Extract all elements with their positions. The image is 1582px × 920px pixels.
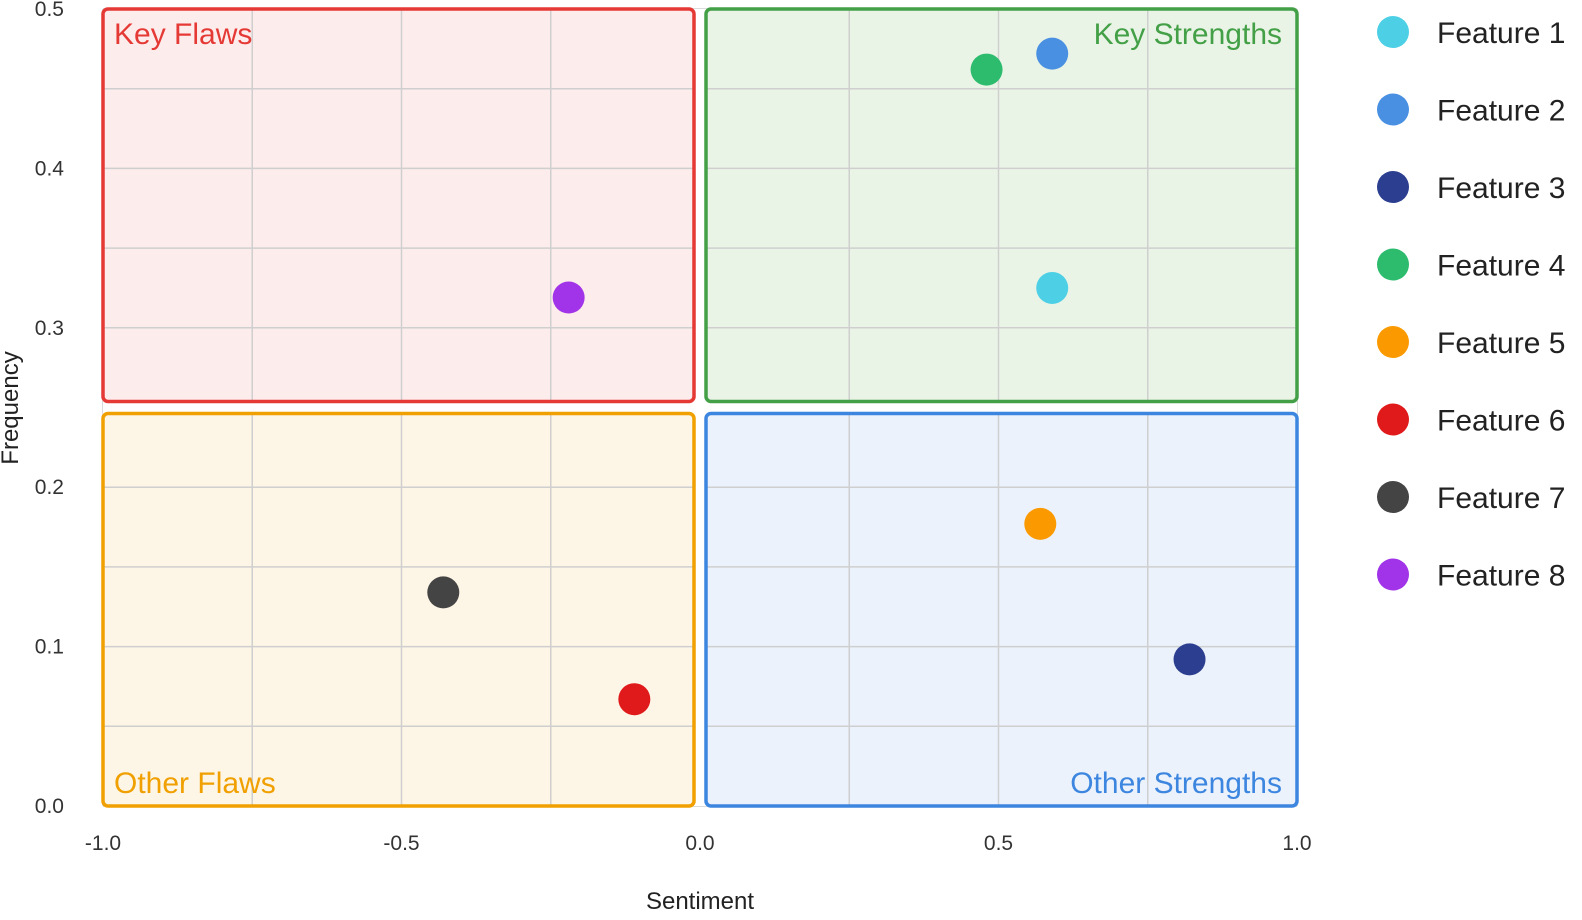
legend-label: Feature 3 (1437, 172, 1565, 205)
quadrant-border (704, 411, 1299, 808)
y-tick-label: 0.3 (35, 317, 64, 340)
x-tick-label: 0.0 (685, 832, 714, 855)
data-point (427, 576, 460, 609)
x-tick-label: -0.5 (383, 832, 419, 855)
legend-marker (1377, 403, 1409, 436)
quadrant-label: Other Strengths (1070, 767, 1282, 800)
legend-marker (1377, 558, 1409, 591)
y-tick-label: 0.4 (35, 157, 65, 180)
y-tick-label: 0.5 (35, 0, 64, 21)
legend-label: Feature 8 (1437, 560, 1565, 593)
quadrant-borders (101, 7, 1299, 808)
legend-label: Feature 7 (1437, 482, 1565, 515)
quadrant-fill (103, 9, 694, 402)
quadrant-label: Key Flaws (114, 18, 252, 51)
y-axis-title: Frequency (0, 351, 24, 464)
x-axis-title: Sentiment (646, 888, 754, 915)
data-point (970, 53, 1003, 86)
legend-marker (1377, 16, 1409, 48)
legend-marker (1377, 93, 1409, 126)
quadrant-border (704, 7, 1299, 404)
legend-label: Feature 2 (1437, 95, 1565, 128)
quadrant-fill (706, 413, 1297, 806)
legend-marker (1377, 171, 1409, 203)
legend-marker (1377, 248, 1409, 281)
legend-label: Feature 6 (1437, 405, 1565, 438)
quadrant-fill (706, 9, 1297, 402)
legend-label: Feature 1 (1437, 17, 1565, 50)
quadrant-backgrounds (103, 9, 1297, 806)
data-points (427, 37, 1206, 716)
legend-label: Feature 5 (1437, 327, 1565, 360)
quadrant-label: Other Flaws (114, 767, 276, 800)
legend-marker (1377, 481, 1409, 513)
data-point (552, 281, 585, 314)
data-point (1173, 643, 1206, 676)
y-tick-label: 0.0 (35, 795, 64, 818)
data-point (1036, 37, 1069, 70)
x-tick-label: -1.0 (85, 832, 121, 855)
quadrant-border (101, 411, 696, 808)
x-tick-label: 1.0 (1282, 832, 1311, 855)
y-tick-label: 0.1 (35, 636, 64, 659)
quadrant-labels: Key Flaws Key Strengths Other Flaws Other S… (114, 18, 1282, 800)
quadrant-gap-horizontal (103, 401, 1297, 414)
quadrant-fill (103, 413, 694, 806)
x-axis-ticks: -1.0 -0.5 0.0 0.5 1.0 (85, 832, 1312, 855)
legend: Feature 1 Feature 2 Feature 3 Feature 4 Feat… (1377, 16, 1565, 593)
data-point (1036, 271, 1069, 304)
quadrant-border (101, 7, 696, 404)
y-axis-ticks: 0.0 0.1 0.2 0.3 0.4 0.5 (35, 0, 65, 818)
legend-label: Feature 4 (1437, 250, 1565, 283)
x-tick-label: 0.5 (984, 832, 1013, 855)
data-point (618, 683, 651, 716)
legend-marker (1377, 326, 1409, 358)
quadrant-label: Key Strengths (1094, 18, 1282, 51)
data-point (1024, 507, 1057, 540)
y-tick-label: 0.2 (35, 476, 64, 499)
